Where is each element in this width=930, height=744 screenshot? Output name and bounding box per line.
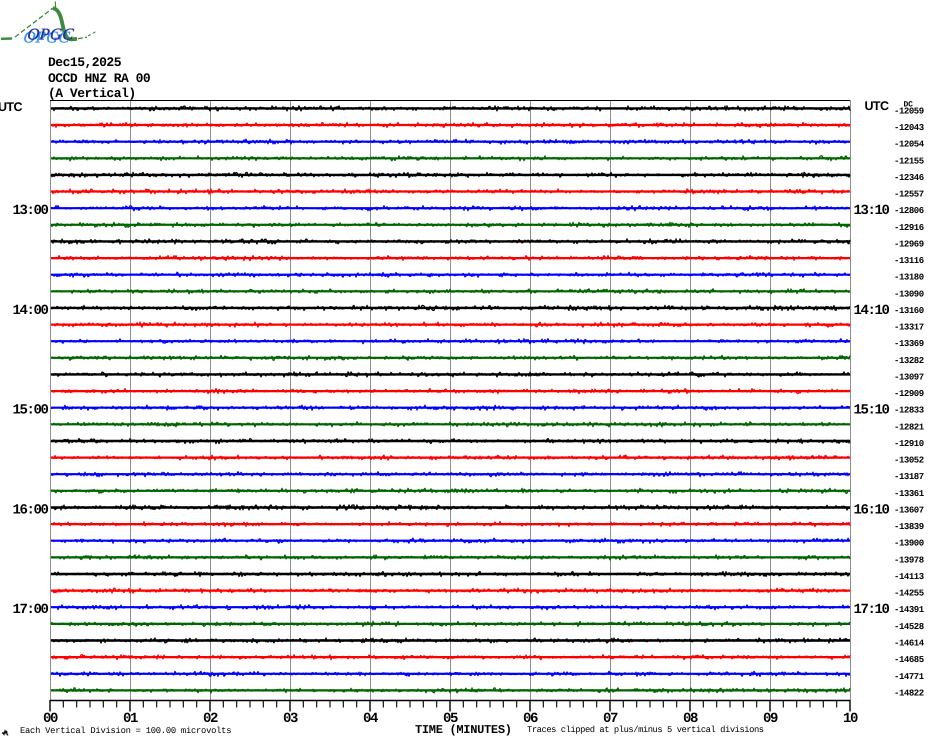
svg-text:14:00: 14:00 [12, 303, 48, 319]
svg-text:-13369: -13369 [894, 339, 924, 349]
svg-text:-13607: -13607 [894, 506, 924, 516]
svg-text:-14822: -14822 [894, 688, 924, 698]
svg-text:Traces clipped at plus/minus 5: Traces clipped at plus/minus 5 vertical … [527, 725, 764, 735]
svg-text:-13317: -13317 [894, 323, 924, 333]
svg-text:OPGC: OPGC [26, 25, 75, 44]
svg-text:07: 07 [603, 711, 618, 727]
svg-text:16:00: 16:00 [12, 503, 48, 519]
svg-text:-14391: -14391 [894, 605, 925, 615]
svg-text:DC: DC [904, 101, 914, 110]
svg-text:-13839: -13839 [894, 522, 924, 532]
svg-text:-13180: -13180 [894, 273, 924, 283]
svg-text:-12910: -12910 [894, 439, 924, 449]
svg-text:-14528: -14528 [894, 622, 924, 632]
svg-text:UTC: UTC [865, 99, 889, 113]
svg-text:17:10: 17:10 [854, 602, 890, 618]
svg-text:-13097: -13097 [894, 372, 924, 382]
svg-text:04: 04 [363, 711, 378, 727]
svg-text:-12059: -12059 [894, 106, 924, 116]
svg-text:Each Vertical Division = 100.: Each Vertical Division = 100.00 microvol… [20, 726, 231, 736]
svg-text:13:10: 13:10 [854, 203, 890, 219]
svg-text:OPGC: OPGC [23, 28, 72, 47]
svg-text:15:00: 15:00 [12, 403, 48, 419]
svg-text:16:10: 16:10 [854, 503, 890, 519]
svg-text:-12346: -12346 [894, 173, 924, 183]
svg-text:-13160: -13160 [894, 306, 924, 316]
svg-text:-12821: -12821 [894, 422, 925, 432]
svg-text:-13282: -13282 [894, 356, 924, 366]
svg-text:-13900: -13900 [894, 539, 924, 549]
svg-text:-14113: -14113 [894, 572, 924, 582]
svg-text:-13090: -13090 [894, 289, 924, 299]
svg-text:-12833: -12833 [894, 406, 924, 416]
svg-text:00: 00 [43, 711, 58, 727]
svg-text:09: 09 [763, 711, 778, 727]
svg-text:01: 01 [123, 711, 138, 727]
svg-text:-12969: -12969 [894, 239, 924, 249]
svg-text:13:00: 13:00 [12, 203, 48, 219]
svg-text:-12155: -12155 [894, 156, 924, 166]
svg-text:-13052: -13052 [894, 456, 924, 466]
svg-text:UTC: UTC [0, 100, 22, 114]
svg-text:-13116: -13116 [894, 256, 924, 266]
svg-text:17:00: 17:00 [12, 602, 48, 618]
svg-text:Dec15,2025: Dec15,2025 [48, 55, 122, 70]
svg-text:05: 05 [443, 711, 458, 727]
svg-text:-12557: -12557 [894, 190, 924, 200]
svg-text:TIME (MINUTES): TIME (MINUTES) [415, 723, 512, 737]
svg-text:03: 03 [283, 711, 298, 727]
svg-text:14:10: 14:10 [854, 303, 890, 319]
svg-text:10: 10 [843, 711, 858, 727]
svg-text:06: 06 [523, 711, 538, 727]
svg-text:08: 08 [683, 711, 698, 727]
svg-text:02: 02 [203, 711, 218, 727]
svg-text:OCCD HNZ RA 00: OCCD HNZ RA 00 [48, 71, 151, 86]
svg-text:-13361: -13361 [894, 489, 925, 499]
svg-text:-12909: -12909 [894, 389, 924, 399]
svg-text:-12916: -12916 [894, 223, 924, 233]
svg-text:-14255: -14255 [894, 589, 924, 599]
svg-text:-14685: -14685 [894, 655, 924, 665]
svg-text:-13187: -13187 [894, 472, 924, 482]
svg-text:15:10: 15:10 [854, 403, 890, 419]
svg-text:-14614: -14614 [894, 639, 925, 649]
svg-text:(A Vertical): (A Vertical) [48, 86, 136, 101]
svg-text:-13978: -13978 [894, 555, 924, 565]
svg-text:-12054: -12054 [894, 140, 925, 150]
svg-text:-14771: -14771 [894, 672, 925, 682]
svg-text:-12806: -12806 [894, 206, 924, 216]
svg-text:-12043: -12043 [894, 123, 924, 133]
